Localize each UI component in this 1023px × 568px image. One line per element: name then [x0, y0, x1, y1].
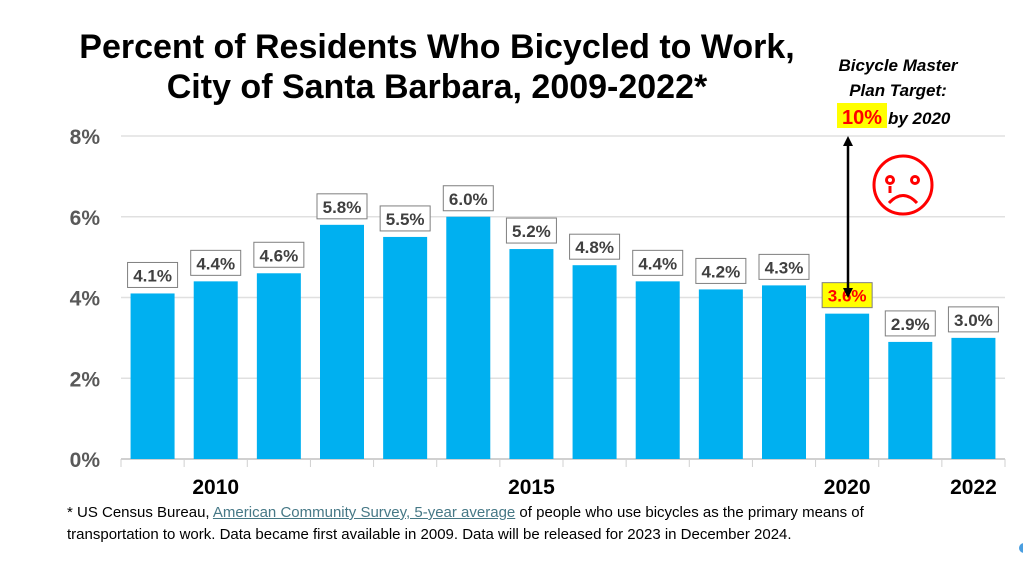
- annotation-suffix: by 2020: [888, 109, 951, 128]
- data-label-box: [758, 253, 810, 280]
- data-label-box: [253, 241, 305, 268]
- data-label-box: [127, 261, 179, 288]
- footnote-line2: transportation to work. Data became firs…: [67, 526, 792, 543]
- data-label: 4.6%: [259, 246, 298, 265]
- bar: [509, 249, 554, 459]
- y-tick-label: 8%: [70, 126, 101, 149]
- bars: [130, 216, 996, 459]
- annotation-line2: Plan Target:: [849, 81, 947, 100]
- data-labels: 4.1% 4.4% 4.6% 5.8% 5.5% 6.0% 5.2% 4.8% 4.4% 4.2%…: [127, 185, 999, 337]
- data-label: 6.0%: [449, 190, 488, 209]
- double-arrow-icon: [843, 136, 853, 298]
- data-label-box: [695, 257, 747, 284]
- bar: [446, 216, 491, 459]
- corner-marker: [1019, 543, 1023, 553]
- data-label-box: [505, 217, 557, 244]
- data-label: 2.9%: [891, 315, 930, 334]
- bar: [320, 224, 364, 459]
- bar: [825, 313, 870, 459]
- x-tick-label: 2022: [950, 476, 997, 499]
- data-label: 5.5%: [386, 210, 425, 229]
- acs-link[interactable]: American Community Survey, 5-year averag…: [212, 504, 516, 521]
- annotation-target: 10%: [842, 107, 882, 129]
- target-annotation: Bicycle Master Plan Target: 10% by 2020: [837, 56, 959, 298]
- bar: [635, 281, 680, 459]
- bar: [572, 265, 617, 459]
- annotation-line1: Bicycle Master: [838, 56, 958, 75]
- data-label-box: [569, 233, 621, 260]
- bar: [698, 289, 743, 459]
- data-label-box: [884, 310, 936, 337]
- x-tick-label: 2010: [192, 476, 239, 499]
- footnote: * US Census Bureau, American Community S…: [67, 502, 967, 546]
- data-label: 5.2%: [512, 222, 551, 241]
- sad-face-icon: [872, 154, 934, 216]
- bar: [383, 236, 428, 459]
- footnote-prefix: * US Census Bureau,: [67, 504, 213, 521]
- bar: [888, 341, 933, 459]
- data-label: 4.4%: [638, 254, 677, 273]
- data-label-box: [947, 306, 999, 333]
- bar: [762, 285, 806, 459]
- bar: [193, 281, 238, 459]
- bar: [256, 273, 301, 459]
- data-label-box: [316, 193, 368, 220]
- target-highlight: [837, 103, 887, 128]
- bar: [130, 293, 175, 459]
- data-label: 4.4%: [196, 254, 235, 273]
- y-axis: 0% 2% 4% 6% 8%: [70, 126, 101, 472]
- chart-title-line1: Percent of Residents Who Bicycled to Wor…: [79, 28, 794, 66]
- y-tick-label: 6%: [70, 207, 101, 230]
- y-tick-label: 0%: [70, 449, 101, 472]
- data-label: 4.2%: [701, 262, 740, 281]
- data-label: 3.0%: [954, 311, 993, 330]
- chart-title-line2: City of Santa Barbara, 2009-2022*: [167, 68, 708, 106]
- x-tick-label: 2020: [824, 476, 871, 499]
- data-label: 4.8%: [575, 238, 614, 257]
- y-tick-label: 2%: [70, 368, 101, 391]
- data-label: 4.1%: [133, 266, 172, 285]
- footnote-rest: of people who use bicycles as the primar…: [515, 504, 864, 521]
- bar: [951, 337, 996, 459]
- data-label-box: [190, 249, 242, 276]
- data-label-box: [379, 205, 431, 232]
- data-label: 5.8%: [323, 198, 362, 217]
- y-tick-label: 4%: [70, 288, 101, 311]
- x-tick-label: 2015: [508, 476, 555, 499]
- data-label-box: [632, 249, 684, 276]
- x-axis: 2010 2015 2020 2022: [120, 459, 1006, 499]
- data-label-box: [442, 185, 494, 212]
- data-label: 4.3%: [765, 258, 804, 277]
